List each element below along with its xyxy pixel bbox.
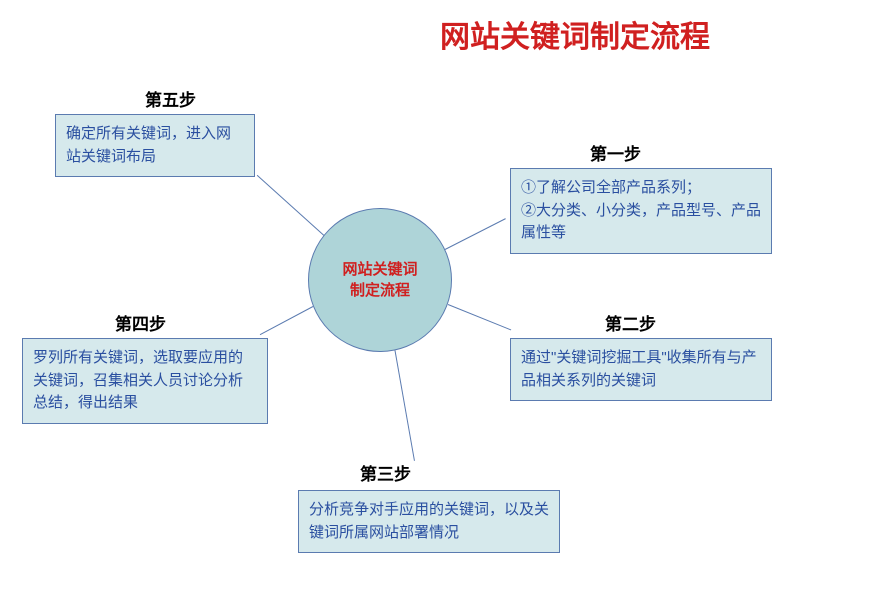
step5-label: 第五步: [145, 86, 196, 111]
step5-label-text: 第五步: [145, 91, 196, 110]
center-node: 网站关键词 制定流程: [308, 208, 452, 352]
connector-step1: [445, 218, 506, 250]
step3-label-text: 第三步: [360, 465, 411, 484]
step3-text: 分析竞争对手应用的关键词，以及关键词所属网站部署情况: [309, 501, 549, 541]
step5-box: 确定所有关键词，进入网站关键词布局: [55, 114, 255, 177]
step1-box: ①了解公司全部产品系列；②大分类、小分类，产品型号、产品属性等: [510, 168, 772, 254]
step2-box: 通过"关键词挖掘工具"收集所有与产品相关系列的关键词: [510, 338, 772, 401]
step1-text: ①了解公司全部产品系列；②大分类、小分类，产品型号、产品属性等: [521, 179, 761, 241]
connector-step4: [260, 306, 313, 335]
diagram-title: 网站关键词制定流程: [440, 12, 710, 56]
step4-box: 罗列所有关键词，选取要应用的关键词，召集相关人员讨论分析总结，得出结果: [22, 338, 268, 424]
connector-step5: [257, 175, 325, 236]
step2-label-text: 第二步: [605, 315, 656, 334]
step2-label: 第二步: [605, 310, 656, 335]
step4-text: 罗列所有关键词，选取要应用的关键词，召集相关人员讨论分析总结，得出结果: [33, 349, 243, 411]
diagram-title-text: 网站关键词制定流程: [440, 21, 710, 54]
connector-step3: [395, 350, 415, 460]
step4-label: 第四步: [115, 310, 166, 335]
connector-step2: [448, 304, 511, 330]
step1-label: 第一步: [590, 140, 641, 165]
center-label-line2: 制定流程: [350, 280, 410, 301]
step5-text: 确定所有关键词，进入网站关键词布局: [66, 125, 231, 165]
step4-label-text: 第四步: [115, 315, 166, 334]
center-label-line1: 网站关键词: [342, 259, 417, 280]
step3-label: 第三步: [360, 460, 411, 485]
step1-label-text: 第一步: [590, 145, 641, 164]
step3-box: 分析竞争对手应用的关键词，以及关键词所属网站部署情况: [298, 490, 560, 553]
step2-text: 通过"关键词挖掘工具"收集所有与产品相关系列的关键词: [521, 349, 757, 389]
